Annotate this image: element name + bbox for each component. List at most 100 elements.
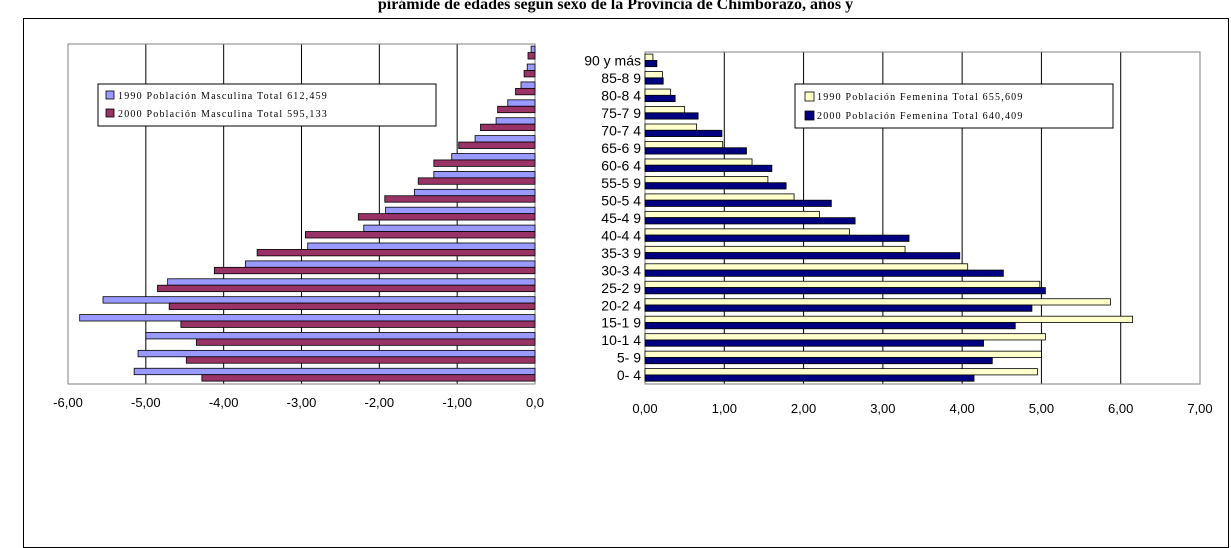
female-1990-bar	[644, 71, 663, 79]
female-2000-bar	[644, 129, 723, 137]
male-2000-bar	[433, 159, 536, 167]
male-2000-bar	[357, 213, 536, 221]
female-1990-bar	[644, 210, 820, 219]
age-group-label: 50-5 4	[601, 192, 641, 208]
female-2000-bar	[644, 112, 699, 120]
male-x-tick-label: -2,00	[365, 395, 395, 410]
age-group-label: 10-1 4	[601, 332, 641, 348]
age-group-label: 30-3 4	[601, 262, 641, 278]
female-x-tick-label: 7,00	[1187, 401, 1212, 416]
female-1990-bar	[644, 141, 724, 149]
age-group-label: 65-6 9	[601, 140, 641, 156]
female-x-tick-label: 2,00	[791, 401, 816, 416]
age-group-label: 20-2 4	[601, 297, 641, 313]
female-2000-bar	[644, 59, 658, 68]
female-1990-bar	[644, 333, 1046, 341]
male-legend-label-2000: 2000 Población Masculina Total 595,133	[118, 109, 328, 120]
male-2000-bar	[157, 284, 536, 293]
female-x-tick-label: 4,00	[949, 401, 974, 416]
female-1990-bar	[644, 315, 1134, 323]
male-legend-label-1990: 1990 Población Masculina Total 612,459	[118, 91, 328, 102]
female-1990-bar	[644, 53, 654, 61]
age-group-label: 75-7 9	[601, 105, 641, 121]
male-2000-bar	[497, 105, 536, 114]
chart-title: pirámide de edades segun sexo de la Prov…	[377, 0, 854, 13]
age-group-label: 5- 9	[617, 350, 641, 366]
age-group-label: 15-1 9	[601, 315, 641, 331]
male-2000-bar	[480, 123, 536, 132]
female-1990-bar	[644, 228, 850, 236]
male-2000-bar	[196, 338, 536, 346]
female-2000-bar	[644, 147, 747, 155]
female-2000-bar	[644, 77, 664, 85]
female-2000-bar	[644, 182, 787, 190]
male-x-tick-label: -1,00	[442, 395, 472, 410]
male-x-tick-label: -3,00	[287, 395, 317, 410]
female-1990-bar	[644, 245, 906, 253]
age-group-label: 85-8 9	[601, 70, 641, 86]
female-x-tick-label: 5,00	[1029, 401, 1054, 416]
female-2000-bar	[644, 287, 1046, 295]
female-legend-swatch-2000	[804, 110, 815, 121]
age-group-label: 0- 4	[617, 367, 641, 383]
female-1990-bar	[644, 176, 769, 184]
female-2000-bar	[644, 234, 910, 242]
male-2000-bar	[168, 302, 536, 310]
age-group-label: 90 y más	[584, 53, 641, 69]
age-group-label: 55-5 9	[601, 175, 641, 191]
age-group-label: 35-3 9	[601, 245, 641, 261]
age-group-label: 80-8 4	[601, 88, 641, 104]
female-legend-label-1990: 1990 Población Femenina Total 655,609	[817, 92, 1024, 103]
age-group-label: 25-2 9	[601, 280, 641, 296]
female-2000-bar	[644, 357, 993, 365]
female-1990-bar	[644, 368, 1038, 376]
female-2000-bar	[644, 217, 856, 225]
female-2000-bar	[644, 322, 1016, 330]
female-1990-bar	[644, 280, 1041, 288]
male-x-tick-label: -6,00	[53, 395, 83, 410]
male-2000-bar	[458, 141, 536, 149]
female-x-tick-label: 6,00	[1108, 401, 1133, 416]
male-x-tick-label: 0,0	[526, 395, 544, 410]
male-2000-bar	[185, 356, 536, 364]
male-legend-swatch-2000	[105, 108, 115, 118]
female-2000-bar	[644, 339, 984, 347]
male-2000-bar	[201, 374, 536, 382]
female-legend-label-2000: 2000 Población Femenina Total 640,409	[817, 111, 1024, 122]
male-x-tick-label: -5,00	[131, 395, 161, 410]
male-2000-bar	[417, 177, 536, 185]
female-x-tick-label: 1,00	[712, 401, 737, 416]
male-2000-bar	[213, 266, 536, 275]
male-x-tick-label: -4,00	[209, 395, 239, 410]
female-1990-bar	[644, 193, 795, 201]
female-2000-bar	[644, 94, 676, 103]
female-2000-bar	[644, 164, 773, 172]
female-2000-bar	[644, 374, 975, 382]
female-1990-bar	[644, 88, 671, 96]
female-1990-bar	[644, 158, 753, 166]
female-x-tick-label: 3,00	[870, 401, 895, 416]
female-2000-bar	[644, 252, 961, 260]
male-legend	[97, 83, 437, 127]
female-1990-bar	[644, 350, 1042, 358]
female-1990-bar	[644, 298, 1111, 306]
female-x-tick-label: 0,00	[632, 401, 657, 416]
male-2000-bar	[256, 249, 536, 257]
male-2000-bar	[180, 320, 536, 328]
female-2000-bar	[644, 199, 832, 207]
male-2000-bar	[384, 195, 536, 203]
male-2000-bar	[304, 231, 536, 239]
age-group-label: 45-4 9	[601, 210, 641, 226]
female-1990-bar	[644, 123, 697, 131]
female-1990-bar	[644, 106, 686, 114]
male-2000-bar	[523, 70, 536, 78]
female-legend	[794, 83, 1114, 129]
age-group-label: 70-7 4	[601, 123, 641, 139]
age-group-label: 60-6 4	[601, 157, 641, 173]
male-2000-bar	[527, 52, 536, 60]
age-group-label: 40-4 4	[601, 227, 641, 243]
female-1990-bar	[644, 263, 969, 271]
female-2000-bar	[644, 269, 1004, 277]
